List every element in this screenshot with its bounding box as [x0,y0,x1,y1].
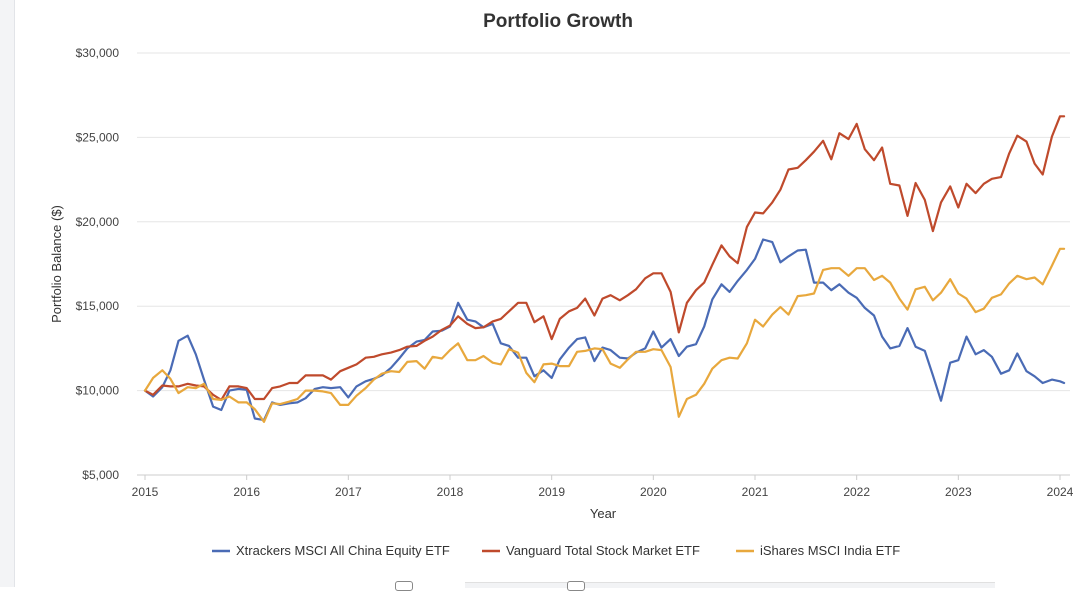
series-line-0[interactable] [143,238,1066,422]
y-tick-label: $15,000 [76,299,120,313]
x-tick-label: 2018 [437,485,464,499]
legend-entry-1[interactable]: Vanguard Total Stock Market ETF [506,543,700,558]
range-scroller-left-handle[interactable] [395,581,413,591]
series-line-2[interactable] [143,247,1066,423]
chart-title: Portfolio Growth [483,11,633,32]
gridlines [137,52,1070,476]
x-axis-label: Year [590,506,617,521]
legend[interactable]: Xtrackers MSCI All China Equity ETF Vangu… [212,543,900,558]
x-tick-label: 2023 [945,485,972,499]
x-tick-label: 2021 [742,485,769,499]
y-axis-label: Portfolio Balance ($) [49,205,64,323]
y-tick-label: $30,000 [76,46,120,60]
legend-entry-2[interactable]: iShares MSCI India ETF [760,543,900,558]
legend-entry-0[interactable]: Xtrackers MSCI All China Equity ETF [236,543,450,558]
x-tick-label: 2019 [538,485,565,499]
x-tick-label: 2015 [132,485,159,499]
x-tick-label: 2020 [640,485,667,499]
y-tick-label: $5,000 [82,468,119,482]
range-scroller-track[interactable] [465,582,995,588]
x-tick-label: 2016 [233,485,260,499]
range-scroller[interactable] [395,580,995,591]
x-tick-label: 2022 [843,485,870,499]
y-tick-label: $25,000 [76,130,120,144]
series-line-1[interactable] [143,115,1066,401]
x-tick-label: 2017 [335,485,362,499]
x-tick-label: 2024 [1047,485,1074,499]
y-tick-label: $20,000 [76,215,120,229]
left-panel-edge [0,0,15,587]
y-tick-label: $10,000 [76,384,120,398]
series-lines [143,115,1066,423]
range-scroller-right-handle[interactable] [567,581,585,591]
axes: $5,000 $10,000 $15,000 $20,000 $25,000 $30,00… [76,46,1074,499]
